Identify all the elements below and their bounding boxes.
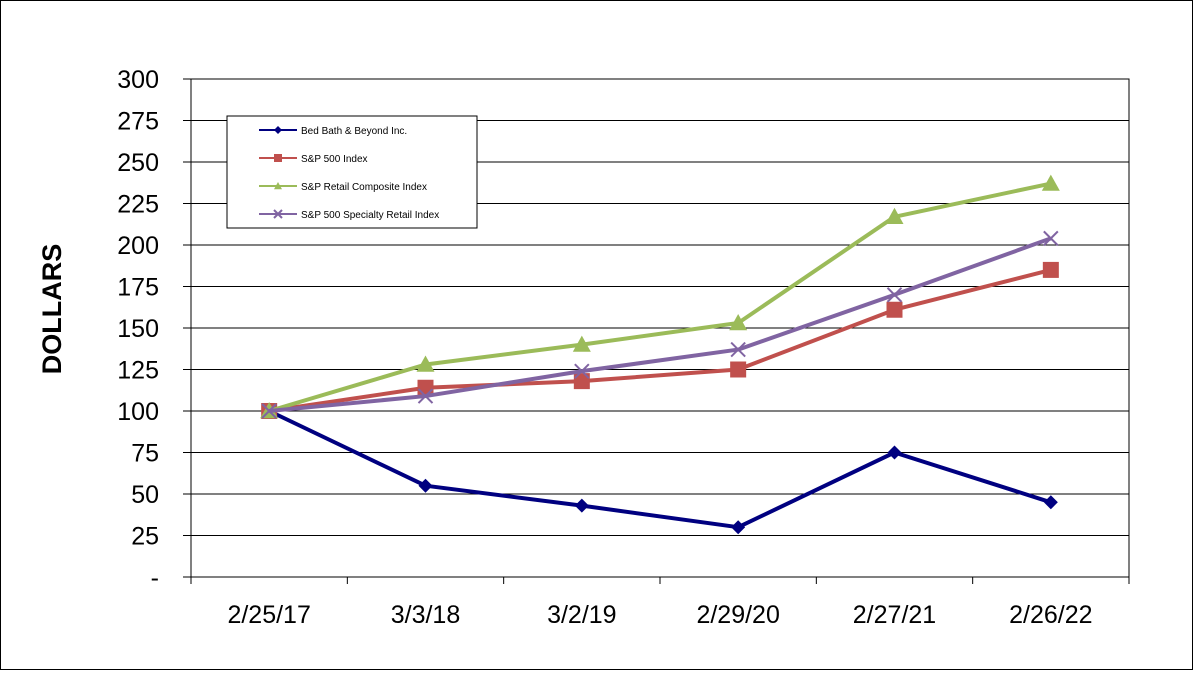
series-lines (260, 174, 1060, 535)
marker-stroke (886, 287, 903, 303)
marker-stroke (417, 388, 434, 404)
series-s-p-500-specialty-retail-index (261, 230, 1059, 419)
x-tick-label: 2/25/17 (227, 601, 310, 629)
legend-label: Bed Bath & Beyond Inc. (301, 126, 407, 137)
marker-stroke (574, 363, 590, 379)
x-tick-labels: 2/25/17 3/3/18 3/2/19 2/29/20 2/27/21 2/26/22 (227, 601, 1092, 629)
data-point (886, 301, 903, 318)
data-point (730, 341, 746, 358)
legend-item: S&P 500 Index (259, 154, 368, 165)
y-tick-label: 300 (117, 66, 159, 94)
y-tick-label: 100 (117, 398, 159, 426)
data-point (417, 388, 434, 404)
axes (183, 78, 1130, 584)
series-bed-bath-beyond-inc (262, 404, 1058, 535)
legend: Bed Bath & Beyond Inc. S&P 500 Index S&P R… (226, 115, 478, 229)
legend-marker (274, 154, 282, 162)
x-tick-label: 2/29/20 (696, 601, 779, 629)
legend-item: Bed Bath & Beyond Inc. (259, 126, 407, 137)
series-s-p-500-index (261, 261, 1059, 419)
data-point (572, 335, 591, 352)
series-line (268, 236, 1052, 413)
y-tick-label: 25 (131, 523, 159, 551)
data-point (730, 361, 747, 378)
y-tick-label: 125 (117, 357, 159, 385)
legend-item: S&P Retail Composite Index (259, 182, 427, 193)
x-tick-label: 3/2/19 (547, 601, 617, 629)
data-point (886, 287, 903, 303)
legend-marker (274, 182, 282, 190)
data-point (1043, 230, 1059, 247)
legend-marker (273, 209, 283, 219)
series-line (268, 409, 1052, 530)
data-point (731, 520, 746, 535)
data-point (885, 207, 904, 224)
series-line (268, 181, 1052, 413)
data-point (1043, 495, 1058, 510)
data-point (729, 314, 748, 331)
x-tick-label: 3/3/18 (391, 601, 461, 629)
data-point (887, 445, 902, 460)
y-tick-label: 200 (117, 232, 159, 260)
y-tick-label: 75 (131, 440, 159, 468)
series-line (268, 267, 1052, 413)
legend-label: S&P 500 Index (301, 154, 368, 165)
data-point (1042, 261, 1059, 278)
x-tick-label: 2/27/21 (853, 601, 936, 629)
data-point (416, 355, 435, 372)
y-tick-label: 50 (131, 481, 159, 509)
legend-label: S&P Retail Composite Index (301, 182, 427, 193)
marker-stroke (730, 341, 746, 358)
x-tick-label: 2/26/22 (1009, 601, 1092, 629)
marker-stroke (273, 209, 283, 219)
data-point (1041, 174, 1060, 191)
marker-stroke (1043, 230, 1059, 247)
data-point (574, 498, 589, 513)
legend-marker (274, 126, 282, 134)
data-point (418, 478, 433, 493)
y-tick-labels: - 25 50 75 100 125 150 175 200 225 250 275 300 (117, 66, 159, 592)
y-tick-label: 275 (117, 108, 159, 136)
marker-stroke (261, 403, 277, 419)
data-point (261, 403, 277, 419)
y-tick-label: 175 (117, 274, 159, 302)
legend-box (226, 115, 478, 229)
y-tick-label: 150 (117, 315, 159, 343)
y-axis-label: DOLLARS (37, 244, 67, 375)
data-point (573, 373, 590, 390)
data-point (574, 363, 590, 379)
y-tick-label: - (151, 564, 159, 592)
y-tick-label: 250 (117, 149, 159, 177)
legend-label: S&P 500 Specialty Retail Index (301, 210, 439, 221)
y-tick-label: 225 (117, 191, 159, 219)
legend-item: S&P 500 Specialty Retail Index (259, 209, 439, 221)
